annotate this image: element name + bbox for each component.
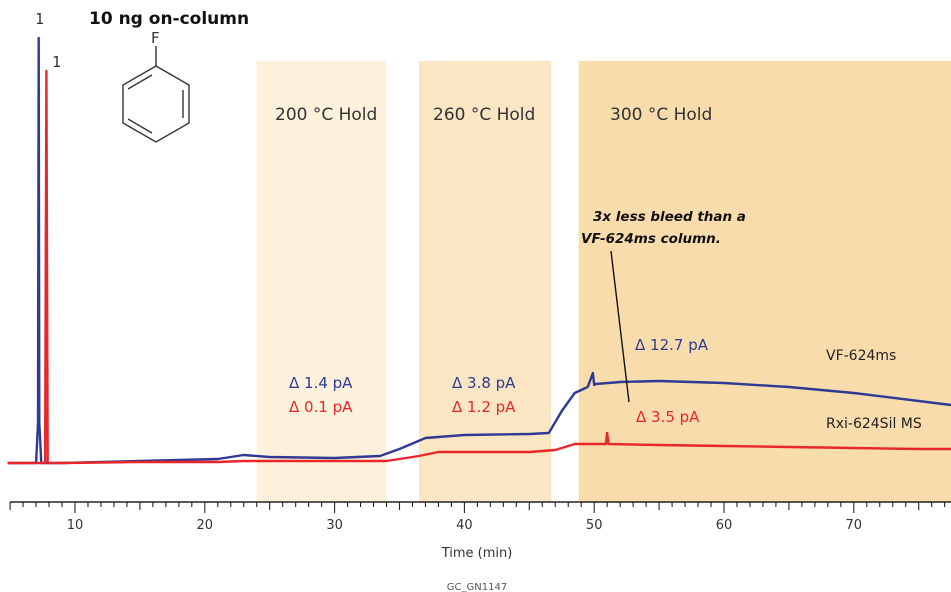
x-tick-label: 30 [326, 518, 343, 533]
annotation-pointer [610, 250, 630, 403]
hold-labels: 200 °C Hold 260 °C Hold 300 °C Hold [275, 105, 712, 125]
bleed-annotation: 3x less bleed than a VF-624ms column. [581, 209, 746, 403]
delta-labels: Δ 1.4 pA Δ 3.8 pA Δ 12.7 pA Δ 0.1 pA Δ 1.2 p… [289, 336, 709, 426]
trace-rxi-624sil-ms [7, 69, 951, 465]
x-tick-label: 70 [846, 518, 863, 533]
delta-label-0-0: Δ 1.4 pA [289, 374, 353, 392]
delta-label-0-2: Δ 12.7 pA [635, 336, 709, 354]
series-label-1: Rxi-624Sil MS [826, 416, 922, 432]
peak-labels: 11 [35, 10, 61, 71]
x-axis: 10 20 30 40 50 60 70 [9, 501, 951, 533]
x-tick-label: 60 [716, 518, 733, 533]
delta-label-1-2: Δ 3.5 pA [636, 408, 700, 426]
hold-label-2: 300 °C Hold [610, 105, 712, 125]
x-tick-label: 40 [456, 518, 473, 533]
hold-band-2 [578, 61, 951, 502]
series-labels: VF-624ms Rxi-624Sil MS [826, 348, 922, 432]
delta-label-1-0: Δ 0.1 pA [289, 398, 353, 416]
fluorine-atom-label: F [151, 29, 160, 47]
peak-label-0: 1 [35, 10, 44, 28]
x-axis-title: Time (min) [441, 546, 513, 561]
hold-label-0: 200 °C Hold [275, 105, 377, 125]
series-label-0: VF-624ms [826, 348, 896, 364]
hold-band-0 [256, 61, 387, 502]
annotation-line-1: 3x less bleed than a [593, 209, 746, 225]
figure-id: GC_GN1147 [447, 582, 507, 592]
x-tick-label: 10 [67, 518, 84, 533]
peak-label-1: 1 [52, 53, 61, 71]
delta-label-1-1: Δ 1.2 pA [452, 398, 516, 416]
fluorobenzene-structure [122, 46, 190, 143]
hold-bands [256, 61, 951, 502]
traces [7, 36, 951, 465]
chart-title: 10 ng on-column [89, 9, 249, 29]
hold-band-1 [418, 61, 552, 502]
x-tick-label: 20 [197, 518, 214, 533]
x-tick-label: 50 [586, 518, 603, 533]
annotation-line-2: VF-624ms column. [581, 231, 721, 247]
hold-label-1: 260 °C Hold [433, 105, 535, 125]
delta-label-0-1: Δ 3.8 pA [452, 374, 516, 392]
